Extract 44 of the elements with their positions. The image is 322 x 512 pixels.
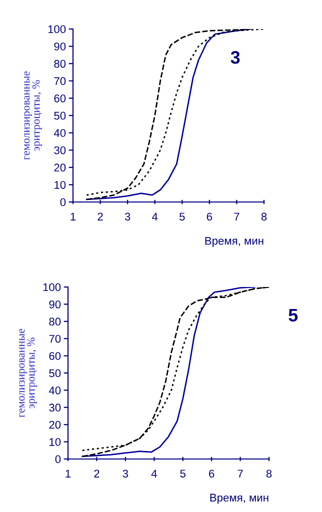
- y-tick-label: 30: [49, 404, 61, 412]
- x-tick-label: 7: [234, 212, 240, 220]
- x-tick-label: 1: [70, 212, 76, 220]
- x-tick-label: 2: [94, 470, 100, 478]
- y-tick-label: 90: [54, 42, 66, 50]
- x-tick-label: 7: [238, 470, 243, 478]
- y-tick-label: 0: [60, 198, 66, 206]
- x-tick-label: 4: [152, 212, 158, 220]
- x-tick-label: 1: [66, 470, 71, 478]
- x-axis-title: Время, мин: [205, 237, 264, 247]
- x-tick-label: 3: [122, 470, 128, 478]
- y-tick-label: 70: [49, 334, 61, 343]
- y-tick-label: 20: [54, 164, 66, 172]
- text: 5: [288, 308, 298, 322]
- y-tick-label: 50: [54, 112, 66, 120]
- y-tick-label: 90: [49, 300, 61, 308]
- x-tick-label: 5: [180, 212, 185, 221]
- x-tick-label: 4: [151, 470, 157, 478]
- annotation: 3: [230, 50, 240, 64]
- x-tick-label: 5: [180, 470, 186, 478]
- x-tick-label: 8: [261, 212, 267, 221]
- y-tick-label: 10: [54, 180, 66, 189]
- y-tick-label: 100: [43, 283, 61, 292]
- y-tick-label: 70: [54, 77, 66, 86]
- y-axis-title: гемолизированные эритроциты, %: [24, 71, 42, 160]
- y-tick-label: 50: [49, 369, 61, 378]
- y-tick-label: 100: [48, 25, 66, 34]
- y-tick-label: 80: [49, 318, 61, 326]
- x-tick-label: 8: [266, 470, 272, 478]
- y-tick-label: 0: [55, 455, 61, 464]
- x-tick-label: 6: [206, 212, 212, 221]
- y-tick-label: 10: [50, 438, 61, 446]
- y-tick-label: 40: [54, 129, 66, 137]
- y-tick-label: 40: [48, 386, 61, 394]
- y-axis-title: гемолизированные эритроциты, %: [19, 328, 37, 418]
- x-tick-label: 3: [124, 212, 130, 221]
- x-axis-title: Время, мин: [210, 494, 268, 504]
- x-tick-label: 2: [98, 212, 103, 220]
- y-tick-label: 80: [54, 60, 66, 68]
- y-tick-label: 20: [49, 420, 61, 429]
- y-tick-label: 60: [49, 352, 61, 360]
- y-tick-label: 60: [54, 94, 66, 102]
- x-tick-label: 6: [209, 470, 214, 478]
- y-tick-label: 30: [54, 146, 66, 154]
